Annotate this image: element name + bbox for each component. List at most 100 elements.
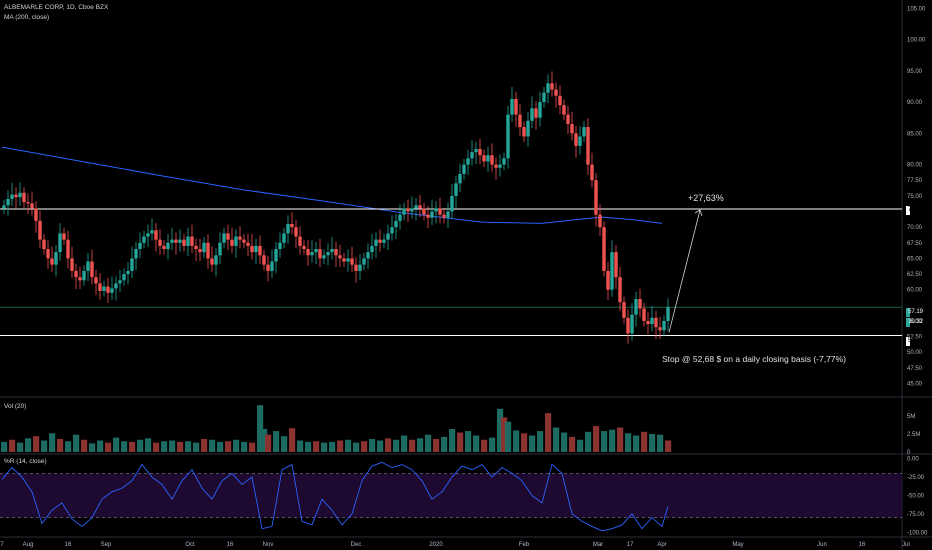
volume-bar: [281, 436, 288, 452]
candle-body: [582, 127, 586, 137]
candle-body: [170, 239, 174, 243]
candle-body: [418, 205, 422, 209]
candle-body: [338, 255, 342, 259]
candles: [2, 71, 670, 344]
candle-body: [150, 230, 154, 234]
williams-r-path: [1, 461, 669, 532]
candle-body: [238, 236, 242, 240]
candle-body: [182, 239, 186, 246]
candle-body: [98, 283, 102, 291]
candle-body: [262, 255, 266, 265]
target-arrow[interactable]: [668, 209, 703, 333]
candle-body: [434, 208, 438, 212]
candle-body: [306, 249, 310, 256]
volume-bar: [193, 442, 200, 452]
time-tick-label: 2020: [429, 542, 443, 548]
target-arrow-shaft[interactable]: [668, 209, 701, 333]
time-tick-label: Apr: [657, 542, 666, 548]
candle-body: [106, 286, 110, 293]
volume-bar: [409, 439, 416, 452]
volume-bar: [121, 441, 128, 452]
stop-annotation[interactable]: Stop @ 52,68 $ on a daily closing basis …: [662, 354, 846, 364]
candle-body: [438, 208, 442, 215]
time-tick-label: Sep: [101, 542, 112, 548]
candle-body: [330, 249, 334, 253]
williams-r-band: [0, 473, 902, 518]
candle-body: [658, 327, 662, 331]
volume-bar: [129, 441, 136, 452]
candle-body: [618, 277, 622, 303]
candle-body: [414, 205, 418, 209]
candle-body: [154, 230, 158, 240]
williams-r-label[interactable]: %R (14, close): [4, 458, 47, 465]
candle-body: [390, 227, 394, 234]
candle-body: [666, 307, 670, 321]
candle-body: [410, 208, 414, 212]
candle-body: [470, 152, 474, 159]
candle-body: [314, 249, 318, 253]
candle-body: [54, 252, 58, 265]
candle-body: [206, 242, 210, 259]
candle-body: [422, 208, 426, 215]
candle-body: [498, 164, 502, 168]
williams-r-tick-label: 0.00: [907, 457, 919, 463]
horizontal-levels[interactable]: [0, 208, 902, 336]
target-annotation[interactable]: +27,63%: [688, 193, 724, 203]
candle-body: [558, 95, 562, 106]
candle-body: [114, 283, 118, 289]
ma-indicator-label[interactable]: MA (200, close): [4, 14, 50, 21]
candle-body: [130, 258, 134, 271]
candle-body: [82, 270, 86, 281]
price-tick-label: 70.00: [907, 225, 923, 231]
volume-bar: [449, 428, 456, 452]
candle-body: [590, 164, 594, 181]
volume-bar: [577, 439, 584, 452]
candle-body: [50, 258, 54, 265]
volume-bar: [73, 434, 80, 452]
volume-tick-label: 5M: [907, 414, 915, 420]
candle-body: [194, 245, 198, 250]
time-tick-label: Aug: [23, 542, 34, 548]
time-tick-label: May: [732, 542, 743, 548]
volume-bar: [49, 433, 56, 452]
candle-body: [458, 173, 462, 184]
volume-bar: [97, 440, 104, 452]
volume-bar: [1, 441, 8, 452]
candle-body: [158, 239, 162, 246]
volume-bar: [513, 430, 520, 452]
candle-body: [378, 239, 382, 243]
volume-bar: [297, 440, 304, 452]
volume-indicator-label[interactable]: Vol (20): [4, 403, 27, 410]
volume-bar: [265, 434, 272, 452]
candle-body: [110, 288, 114, 293]
candle-body: [298, 236, 302, 246]
volume-bar: [601, 431, 608, 452]
target-arrow-head[interactable]: [694, 209, 703, 217]
candle-body: [346, 258, 350, 262]
countdown-tag: 30:32: [906, 318, 924, 327]
candle-body: [546, 83, 550, 93]
price-tick-label: 45.00: [907, 381, 923, 387]
candle-body: [494, 164, 498, 168]
volume-bar: [89, 443, 96, 452]
candle-body: [198, 249, 202, 253]
volume-bar: [329, 441, 336, 452]
candle-body: [454, 183, 458, 196]
candle-body: [446, 211, 450, 218]
candle-body: [398, 214, 402, 221]
candle-body: [166, 242, 170, 250]
volume-bar: [305, 441, 312, 452]
candle-body: [334, 249, 338, 256]
candle-body: [218, 242, 222, 256]
candle-body: [58, 233, 62, 253]
candle-body: [630, 314, 634, 334]
volume-tick-label: 0: [907, 450, 911, 456]
volume-bar: [657, 434, 664, 452]
volume-bar: [457, 432, 464, 452]
price-tick-label: 62.50: [907, 272, 923, 278]
candle-body: [310, 252, 314, 256]
volume-bar: [641, 431, 648, 452]
volume-bar: [561, 432, 568, 452]
candle-body: [278, 242, 282, 250]
